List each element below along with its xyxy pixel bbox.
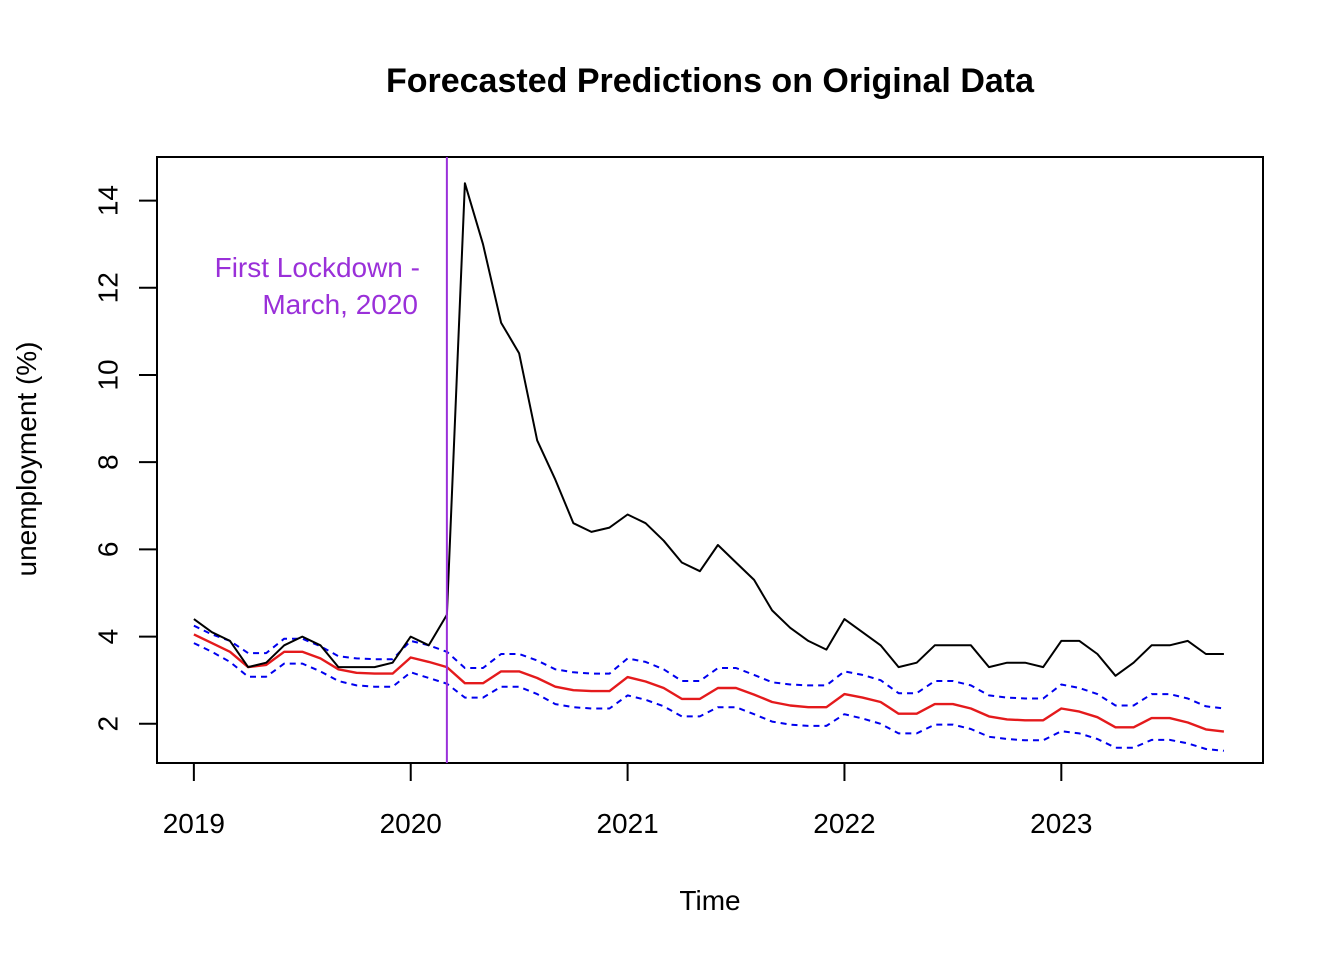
y-tick-label: 8 <box>93 454 124 470</box>
annotation-layer: First Lockdown - March, 2020 <box>215 252 420 320</box>
series-actual-line <box>193 182 1224 677</box>
y-tick-label: 6 <box>93 542 124 558</box>
y-tick-label: 4 <box>93 629 124 645</box>
y-axis: 2 4 6 8 10 12 14 <box>93 185 158 732</box>
series-upper-line <box>193 624 1225 710</box>
lockdown-annotation-line-1: First Lockdown - <box>215 252 420 283</box>
x-tick-label: 2023 <box>1030 808 1092 839</box>
series-lower-line <box>193 642 1224 752</box>
x-tick-label: 2022 <box>813 808 875 839</box>
chart-title: Forecasted Predictions on Original Data <box>386 62 1035 100</box>
series-layer <box>193 157 1225 763</box>
y-tick-label: 12 <box>93 272 124 303</box>
lockdown-annotation-line-2: March, 2020 <box>262 289 418 320</box>
x-tick-label: 2020 <box>380 808 442 839</box>
x-axis: 2019 2020 2021 2022 2023 <box>163 762 1092 839</box>
y-tick-label: 10 <box>93 359 124 390</box>
x-axis-label: Time <box>679 885 740 916</box>
x-tick-label: 2019 <box>163 808 225 839</box>
y-axis-label: unemployment (%) <box>11 342 42 577</box>
series-forecast-line <box>193 633 1225 733</box>
x-tick-label: 2021 <box>596 808 658 839</box>
y-tick-label: 2 <box>93 716 124 732</box>
y-tick-label: 14 <box>93 185 124 216</box>
